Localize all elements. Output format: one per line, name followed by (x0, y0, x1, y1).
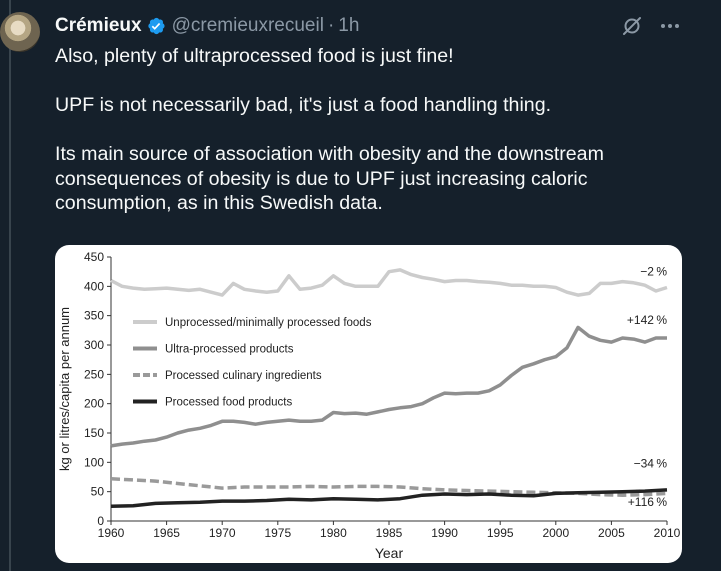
legend-label: Ultra-processed products (165, 344, 294, 356)
x-tick-label: 1990 (431, 526, 458, 540)
series-end-label: −2 % (640, 265, 667, 279)
legend-label: Unprocessed/minimally processed foods (165, 317, 372, 329)
avatar[interactable] (0, 12, 40, 52)
y-tick-label: 350 (84, 309, 104, 323)
x-tick-label: 1970 (209, 526, 236, 540)
separator-dot: · (327, 15, 335, 36)
y-tick-label: 0 (97, 514, 104, 528)
more-options-icon[interactable] (658, 14, 682, 38)
tweet-paragraph: Its main source of association with obes… (55, 143, 604, 214)
x-tick-label: 2005 (598, 526, 625, 540)
x-tick-label: 2010 (654, 526, 681, 540)
series-line-3 (110, 488, 668, 509)
verified-badge-icon (146, 16, 166, 36)
tweet-header: Crémieux @cremieuxrecueil · 1h (55, 14, 359, 38)
author-name[interactable]: Crémieux (55, 15, 142, 36)
y-tick-label: 450 (84, 250, 104, 264)
y-tick-label: 300 (84, 338, 104, 352)
tweet-paragraph: UPF is not necessarily bad, it's just a … (55, 94, 552, 116)
y-tick-label: 200 (84, 397, 104, 411)
legend-label: Processed food products (165, 397, 292, 409)
tweet-paragraph: Also, plenty of ultraprocessed food is j… (55, 45, 454, 67)
series-line-1 (110, 325, 667, 448)
x-tick-label: 1995 (487, 526, 514, 540)
legend-label: Processed culinary ingredients (165, 370, 322, 382)
thread-line (9, 0, 11, 571)
tweet-media-chart[interactable]: 0 50 100 150 200 250 300 350 400 450 1960 1965 1970 1… (55, 245, 682, 563)
line-chart: 0 50 100 150 200 250 300 350 400 450 1960 1965 1970 1… (57, 250, 681, 561)
x-axis-label: Year (375, 545, 404, 561)
y-tick-label: 150 (84, 426, 104, 440)
x-tick-label: 1965 (153, 526, 180, 540)
y-tick-label: 100 (84, 455, 104, 469)
series-end-label: +142 % (627, 313, 667, 327)
series-line-0 (110, 268, 668, 297)
timestamp[interactable]: 1h (338, 15, 360, 36)
x-tick-label: 1980 (320, 526, 347, 540)
series-end-label: +116 % (628, 495, 668, 509)
x-tick-label: 1975 (264, 526, 291, 540)
y-tick-label: 50 (91, 485, 105, 499)
author-handle[interactable]: @cremieuxrecueil (171, 15, 324, 36)
y-tick-label: 250 (84, 367, 104, 381)
grok-icon[interactable] (620, 14, 644, 38)
x-tick-label: 1985 (376, 526, 403, 540)
x-tick-label: 1960 (98, 526, 125, 540)
x-tick-label: 2000 (542, 526, 569, 540)
y-axis-label: kg or litres/capita per annum (57, 307, 72, 471)
y-tick-label: 400 (84, 279, 104, 293)
series-end-label: −34 % (634, 456, 668, 470)
tweet-text: Also, plenty of ultraprocessed food is j… (55, 44, 695, 216)
